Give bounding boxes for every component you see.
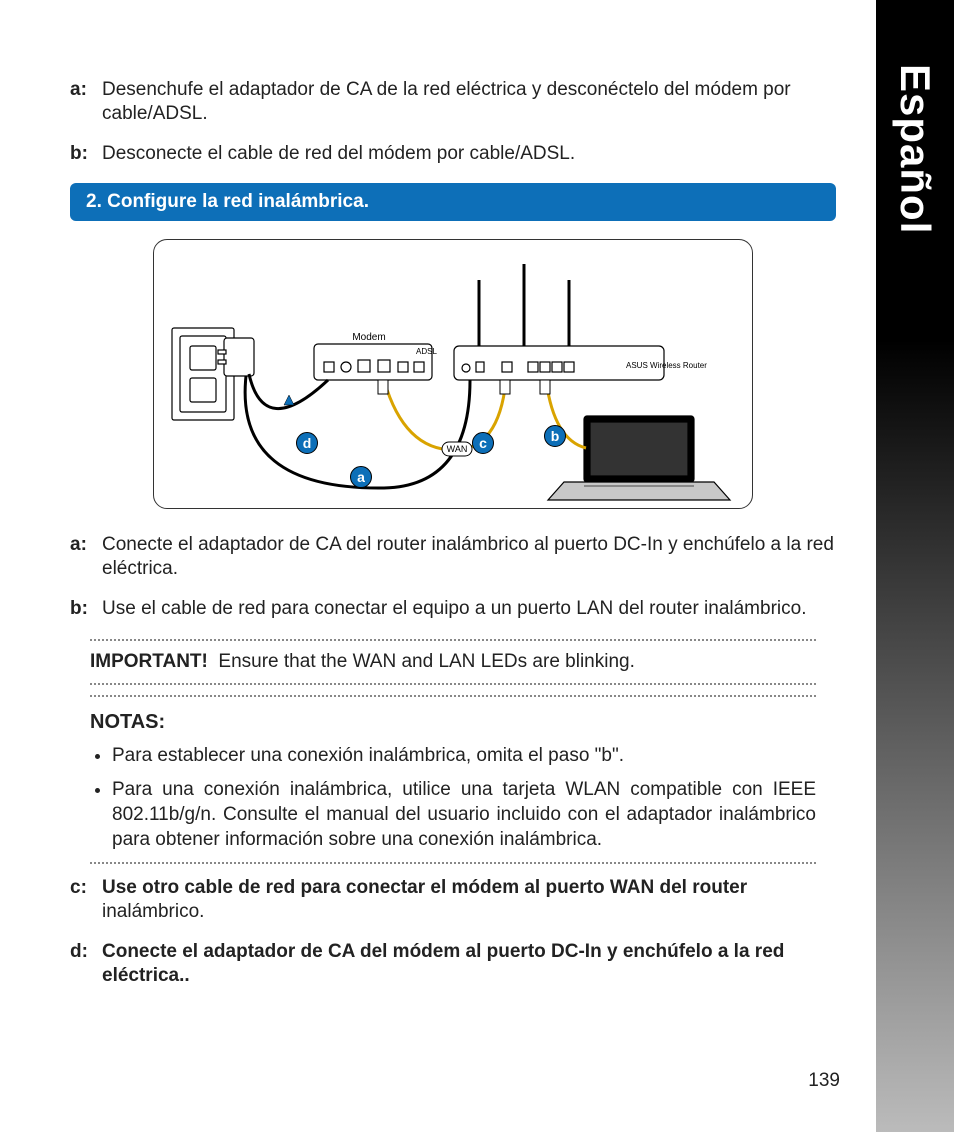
list-item: d: Conecte el adaptador de CA del módem … [70, 940, 836, 988]
router-label: ASUS Wireless Router [626, 361, 707, 370]
step-key: a: [70, 78, 96, 126]
list-item: a: Desenchufe el adaptador de CA de la r… [70, 78, 836, 126]
list-item: Para una conexión inalámbrica, utilice u… [112, 778, 816, 852]
list-item: Para establecer una conexión inalámbrica… [112, 744, 816, 769]
mid-steps: a: Conecte el adaptador de CA del router… [70, 533, 836, 620]
divider [90, 639, 816, 641]
notes-list: Para establecer una conexión inalámbrica… [112, 744, 816, 853]
step-key: c: [70, 876, 96, 924]
setup-diagram: Modem ADSL ASUS Wireless Router [153, 239, 753, 509]
page-content: a: Desenchufe el adaptador de CA de la r… [0, 0, 876, 1132]
step-key: d: [70, 940, 96, 988]
language-tab: Español [876, 0, 954, 1132]
step-key: b: [70, 597, 96, 621]
step-text: Use otro cable de red para conectar el m… [102, 876, 836, 924]
list-item: a: Conecte el adaptador de CA del router… [70, 533, 836, 581]
step-key: b: [70, 142, 96, 166]
modem-label: Modem [352, 332, 385, 343]
important-note: IMPORTANT! Ensure that the WAN and LAN L… [90, 651, 816, 673]
notes-title: NOTAS: [90, 711, 816, 734]
important-label: IMPORTANT! [90, 651, 208, 672]
step-text: Conecte el adaptador de CA del router in… [102, 533, 836, 581]
step-text-bold: Conecte el adaptador de CA del módem al … [102, 941, 784, 986]
page-number: 139 [808, 1070, 840, 1092]
step-key: a: [70, 533, 96, 581]
modem-sub: ADSL [416, 347, 437, 356]
step-text-bold: Use otro cable de red para conectar el m… [102, 877, 747, 898]
divider [90, 683, 816, 685]
important-text: Ensure that the WAN and LAN LEDs are bli… [218, 651, 634, 672]
step-text: Conecte el adaptador de CA del módem al … [102, 940, 836, 988]
list-item: b: Desconecte el cable de red del módem … [70, 142, 836, 166]
step-text: Desconecte el cable de red del módem por… [102, 142, 836, 166]
step-text: Use el cable de red para conectar el equ… [102, 597, 836, 621]
section-header: 2. Configure la red inalámbrica. [70, 183, 836, 221]
diagram-svg: Modem ADSL ASUS Wireless Router [154, 240, 754, 510]
bottom-steps: c: Use otro cable de red para conectar e… [70, 876, 836, 987]
divider [90, 695, 816, 697]
divider [90, 862, 816, 864]
step-text: Desenchufe el adaptador de CA de la red … [102, 78, 836, 126]
step-text-tail: inalámbrico. [102, 901, 204, 922]
list-item: c: Use otro cable de red para conectar e… [70, 876, 836, 924]
list-item: b: Use el cable de red para conectar el … [70, 597, 836, 621]
language-tab-text: Español [891, 64, 939, 1132]
pre-steps: a: Desenchufe el adaptador de CA de la r… [70, 78, 836, 165]
wan-label: WAN [447, 444, 468, 454]
